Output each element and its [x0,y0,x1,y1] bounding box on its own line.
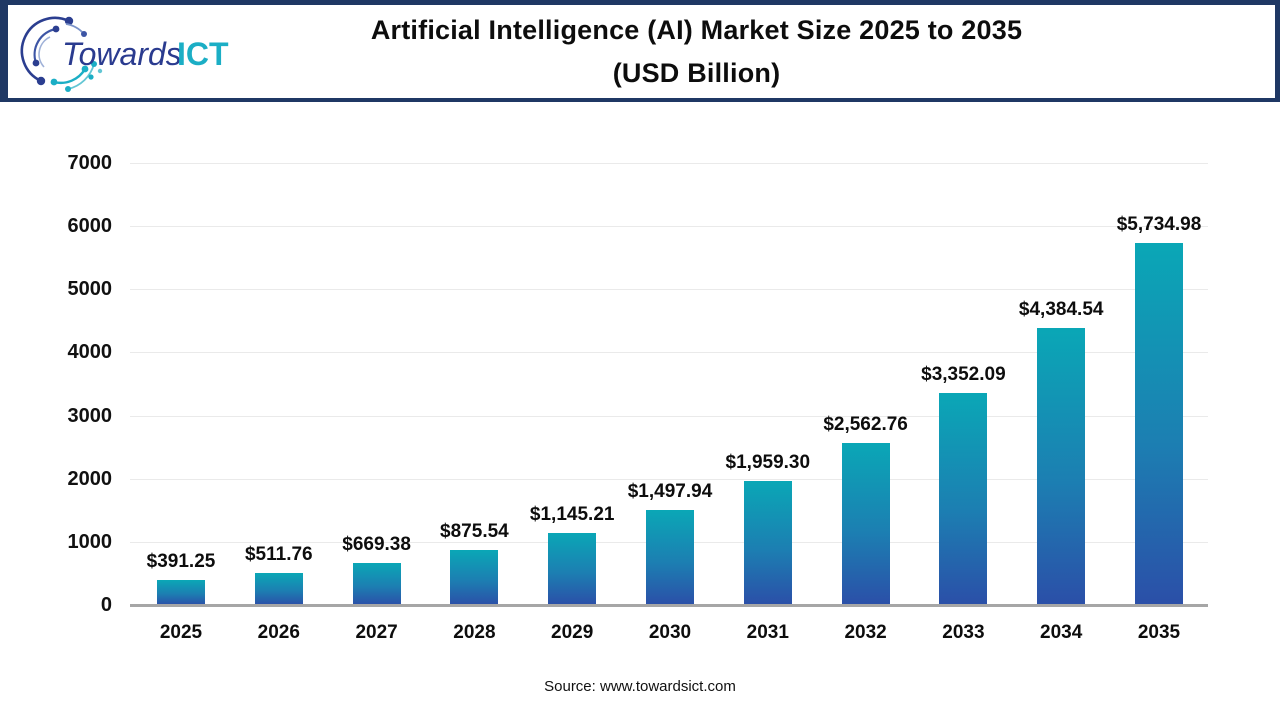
x-axis-tick-label: 2034 [1040,622,1083,643]
bar-value-label: $391.25 [146,551,216,573]
header: Towards ICT Artificial Intelligence (AI)… [0,0,1280,102]
gridline [130,226,1208,228]
bar [841,443,890,605]
gridline [130,163,1208,164]
bar [1135,242,1183,605]
bar-value-label: $4,384.54 [1018,299,1104,321]
x-axis-tick-label: 2030 [648,622,692,643]
x-axis-tick-label: 2029 [551,622,594,643]
x-axis-tick-label: 2033 [942,622,985,643]
bar [450,549,499,605]
bar [646,510,694,605]
bar-value-label: $1,497.94 [627,481,713,503]
bar-value-label: $669.38 [342,533,411,555]
bar-value-label: $511.76 [244,543,313,565]
bar [939,393,988,605]
y-axis-tick-label: 0 [100,594,112,616]
bar-value-label: $5,734.98 [1116,213,1202,235]
x-axis-tick-label: 2032 [844,622,887,643]
bar-value-label: $875.54 [440,520,509,542]
y-axis-tick-label: 7000 [67,152,113,174]
x-axis-tick-label: 2031 [746,622,789,643]
y-axis-tick-label: 3000 [67,404,113,427]
gridline [130,289,1208,291]
bar [352,562,401,605]
logo-brand-primary: Towards [62,36,182,72]
source-text: Source: www.towardsict.com [544,678,736,695]
gridline [130,415,1208,417]
gridline [130,478,1208,480]
bar-value-label: $2,562.76 [823,414,908,436]
y-axis-tick-label: 6000 [67,215,113,238]
chart-title: Artificial Intelligence (AI) Market Size… [128,9,1265,95]
bar-value-label: $1,145.21 [529,503,615,525]
bar [1037,328,1086,605]
bar [157,580,205,605]
x-axis-tick-label: 2027 [355,622,398,643]
x-axis-tick-label: 2026 [257,622,300,643]
gridline [130,352,1208,354]
x-axis-baseline [130,604,1208,607]
chart-title-line1: Artificial Intelligence (AI) Market Size… [370,15,1023,45]
y-axis-tick-label: 5000 [67,278,113,301]
x-axis-tick-label: 2025 [159,622,203,643]
bar [743,481,792,605]
logo-brand-secondary: ICT [177,36,229,72]
towards-ict-logo-icon: Towards ICT [20,16,229,92]
bar-value-label: $1,959.30 [725,452,811,474]
x-axis-tick-label: 2035 [1137,622,1181,643]
bar-value-label: $3,352.09 [921,364,1006,386]
bar [548,532,597,605]
y-axis-tick-label: 2000 [67,467,113,490]
bar [254,572,303,605]
x-axis-tick-label: 2028 [453,622,496,643]
y-axis-tick-label: 1000 [67,530,113,553]
bar-chart-plot-area: 0 1000 2000 3000 4000 5000 6000 7000 $391.25 2025… [0,102,1280,720]
y-axis-tick-label: 4000 [67,341,113,364]
chart-title-line2: (USD Billion) [612,58,781,88]
